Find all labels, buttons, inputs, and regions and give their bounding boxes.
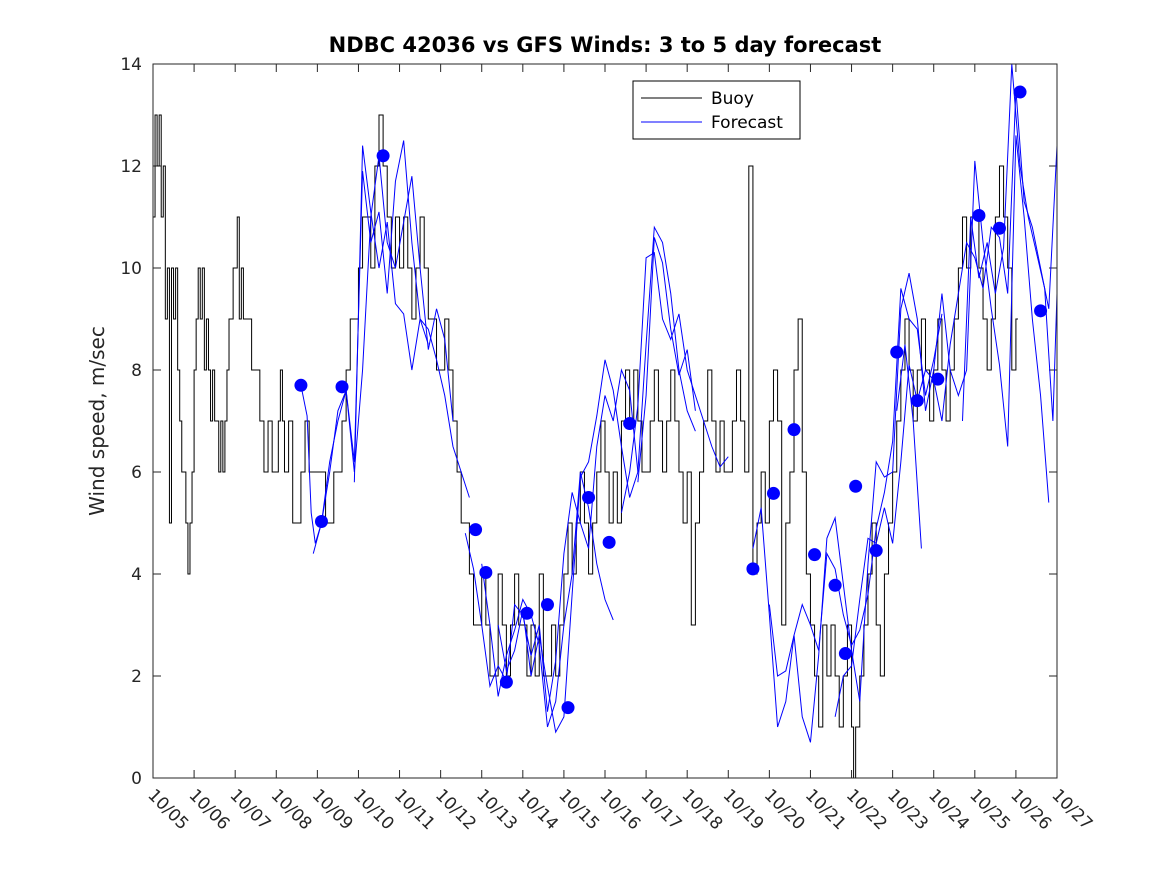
forecast-line xyxy=(464,368,639,712)
forecast-line xyxy=(481,471,614,728)
data-series xyxy=(153,63,1057,779)
legend-label-forecast: Forecast xyxy=(711,113,783,133)
forecast-point xyxy=(623,417,637,431)
y-tick-label: 4 xyxy=(131,565,142,585)
chart-title: NDBC 42036 vs GFS Winds: 3 to 5 day fore… xyxy=(329,33,882,57)
forecast-point xyxy=(1013,85,1027,99)
forecast-point xyxy=(314,514,328,528)
forecast-point xyxy=(838,647,852,661)
forecast-point xyxy=(602,535,616,549)
forecast-point xyxy=(910,394,924,408)
forecast-point xyxy=(972,208,986,222)
forecast-point xyxy=(469,523,483,537)
forecast-point xyxy=(787,423,801,437)
legend: Buoy Forecast xyxy=(632,80,801,140)
forecast-point xyxy=(582,491,596,504)
legend-box xyxy=(632,80,801,140)
forecast-point xyxy=(376,149,390,163)
forecast-point xyxy=(561,701,575,715)
y-tick-label: 0 xyxy=(131,769,142,789)
forecast-point xyxy=(335,380,349,394)
forecast-point xyxy=(869,544,883,558)
forecast-point xyxy=(499,675,513,689)
forecast-point xyxy=(294,378,308,392)
y-tick-label: 2 xyxy=(131,667,142,687)
forecast-point xyxy=(890,345,904,359)
forecast-point xyxy=(931,372,945,386)
forecast-line xyxy=(768,288,943,677)
forecast-point xyxy=(540,598,554,612)
forecast-point xyxy=(1034,304,1048,318)
forecast-point xyxy=(992,221,1006,235)
forecast-point xyxy=(828,578,842,592)
forecast-line xyxy=(834,89,1057,717)
forecast-line xyxy=(752,135,1050,743)
forecast-point xyxy=(520,606,534,620)
forecast-line xyxy=(896,344,922,549)
plot-area: 0246810121410/0510/0610/0710/0810/0910/1… xyxy=(120,55,1096,834)
forecast-point xyxy=(808,548,822,562)
forecast-line xyxy=(497,225,696,734)
forecast-line xyxy=(620,251,729,513)
forecast-point xyxy=(746,562,760,576)
axes-frame xyxy=(152,63,1058,779)
y-tick-label: 12 xyxy=(120,157,142,177)
y-tick-label: 8 xyxy=(131,361,142,381)
forecast-point xyxy=(479,565,493,579)
forecast-point xyxy=(766,486,780,500)
forecast-line xyxy=(637,237,696,483)
y-tick-label: 6 xyxy=(131,463,142,483)
legend-label-buoy: Buoy xyxy=(711,89,754,109)
y-axis-label: Wind speed, m/sec xyxy=(85,326,109,516)
y-tick-label: 14 xyxy=(120,55,142,75)
forecast-line xyxy=(353,145,470,498)
y-tick-label: 10 xyxy=(120,259,142,279)
forecast-point xyxy=(849,479,863,493)
forecast-line xyxy=(312,140,429,554)
